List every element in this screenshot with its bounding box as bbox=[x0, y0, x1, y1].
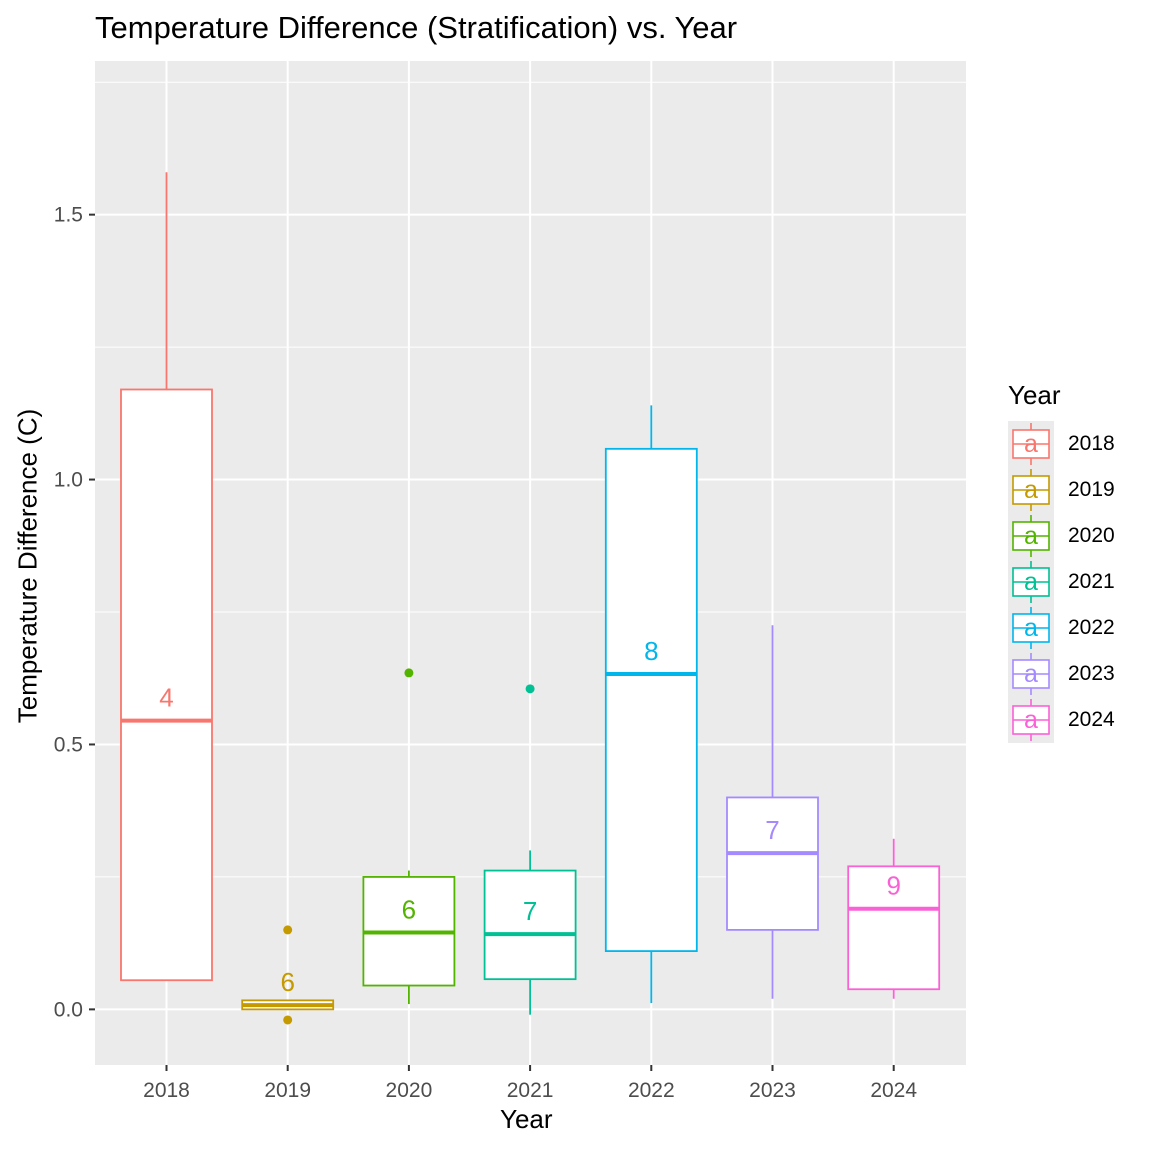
legend-label: 2018 bbox=[1068, 432, 1115, 455]
legend-item: a 2021 bbox=[1008, 559, 1115, 605]
y-axis-title: Temperature Difference (C) bbox=[12, 408, 43, 724]
legend-item: a 2024 bbox=[1008, 697, 1115, 743]
legend-glyph-text: a bbox=[1024, 706, 1038, 734]
count-label: 6 bbox=[280, 967, 294, 997]
legend-key-glyph: a bbox=[1012, 607, 1050, 649]
box bbox=[604, 447, 698, 952]
legend-key: a bbox=[1008, 651, 1054, 697]
legend-key-glyph: a bbox=[1012, 469, 1050, 511]
legend-label: 2021 bbox=[1068, 570, 1115, 593]
legend-key: a bbox=[1008, 421, 1054, 467]
outlier-point bbox=[525, 684, 535, 694]
legend-item: a 2022 bbox=[1008, 605, 1115, 651]
legend-label: 2023 bbox=[1068, 662, 1115, 685]
x-tick-label: 2021 bbox=[507, 1079, 554, 1102]
y-tick-label: 0.5 bbox=[54, 733, 83, 756]
legend-key-glyph: a bbox=[1012, 515, 1050, 557]
legend-label: 2022 bbox=[1068, 616, 1115, 639]
legend-items: a 2018 a 2019 a 2020 a 2021 a 2022 a 2023 a 2024 bbox=[1008, 421, 1115, 743]
y-tick-label: 1.0 bbox=[54, 469, 83, 492]
chart-title: Temperature Difference (Stratification) … bbox=[95, 10, 738, 45]
boxplot-2019: 6 bbox=[241, 925, 335, 1025]
boxplot-2024: 9 bbox=[847, 838, 941, 999]
outlier-point bbox=[283, 925, 293, 935]
x-axis-title: Year bbox=[500, 1104, 553, 1134]
box bbox=[847, 865, 941, 991]
legend-label: 2019 bbox=[1068, 478, 1115, 501]
x-tick-label: 2024 bbox=[870, 1079, 917, 1102]
legend: Year a 2018 a 2019 a 2020 a 2021 a 2022 a 2023 a 2024 bbox=[1008, 380, 1115, 743]
legend-label: 2024 bbox=[1068, 708, 1115, 731]
legend-item: a 2023 bbox=[1008, 651, 1115, 697]
legend-item: a 2019 bbox=[1008, 467, 1115, 513]
legend-glyph-text: a bbox=[1024, 568, 1038, 596]
y-tick-label: 1.5 bbox=[54, 204, 83, 227]
legend-glyph-text: a bbox=[1024, 522, 1038, 550]
box bbox=[726, 796, 819, 931]
count-label: 6 bbox=[402, 895, 416, 925]
legend-glyph-text: a bbox=[1024, 614, 1038, 642]
legend-title: Year bbox=[1008, 380, 1061, 410]
x-tick-label: 2018 bbox=[143, 1079, 190, 1102]
legend-key-glyph: a bbox=[1012, 653, 1050, 695]
box bbox=[120, 388, 213, 982]
legend-key: a bbox=[1008, 559, 1054, 605]
legend-key-glyph: a bbox=[1012, 699, 1050, 741]
count-label: 4 bbox=[159, 683, 173, 713]
x-tick-label: 2022 bbox=[628, 1079, 675, 1102]
legend-item: a 2018 bbox=[1008, 421, 1115, 467]
legend-glyph-text: a bbox=[1024, 660, 1038, 688]
count-label: 7 bbox=[765, 815, 779, 845]
y-tick-label: 0.0 bbox=[54, 998, 83, 1021]
boxplot-2018: 4 bbox=[120, 172, 213, 982]
boxplot-2022: 8 bbox=[604, 405, 698, 1004]
legend-key: a bbox=[1008, 697, 1054, 743]
legend-key-glyph: a bbox=[1012, 423, 1050, 465]
count-label: 7 bbox=[523, 896, 537, 926]
boxplot-2021: 7 bbox=[483, 684, 577, 1015]
legend-key: a bbox=[1008, 467, 1054, 513]
boxplot-2023: 7 bbox=[726, 625, 819, 999]
legend-glyph-text: a bbox=[1024, 476, 1038, 504]
legend-item: a 2020 bbox=[1008, 513, 1115, 559]
count-label: 9 bbox=[886, 871, 900, 901]
legend-glyph-text: a bbox=[1024, 430, 1038, 458]
box bbox=[483, 869, 577, 981]
outlier-point bbox=[283, 1015, 293, 1025]
legend-key-glyph: a bbox=[1012, 561, 1050, 603]
boxplot-2020: 6 bbox=[362, 668, 456, 1005]
x-tick-label: 2020 bbox=[386, 1079, 433, 1102]
x-tick-label: 2019 bbox=[264, 1079, 311, 1102]
legend-key: a bbox=[1008, 513, 1054, 559]
outlier-point bbox=[404, 668, 414, 678]
legend-label: 2020 bbox=[1068, 524, 1115, 547]
count-label: 8 bbox=[644, 636, 658, 666]
x-tick-label: 2023 bbox=[749, 1079, 796, 1102]
legend-key: a bbox=[1008, 605, 1054, 651]
